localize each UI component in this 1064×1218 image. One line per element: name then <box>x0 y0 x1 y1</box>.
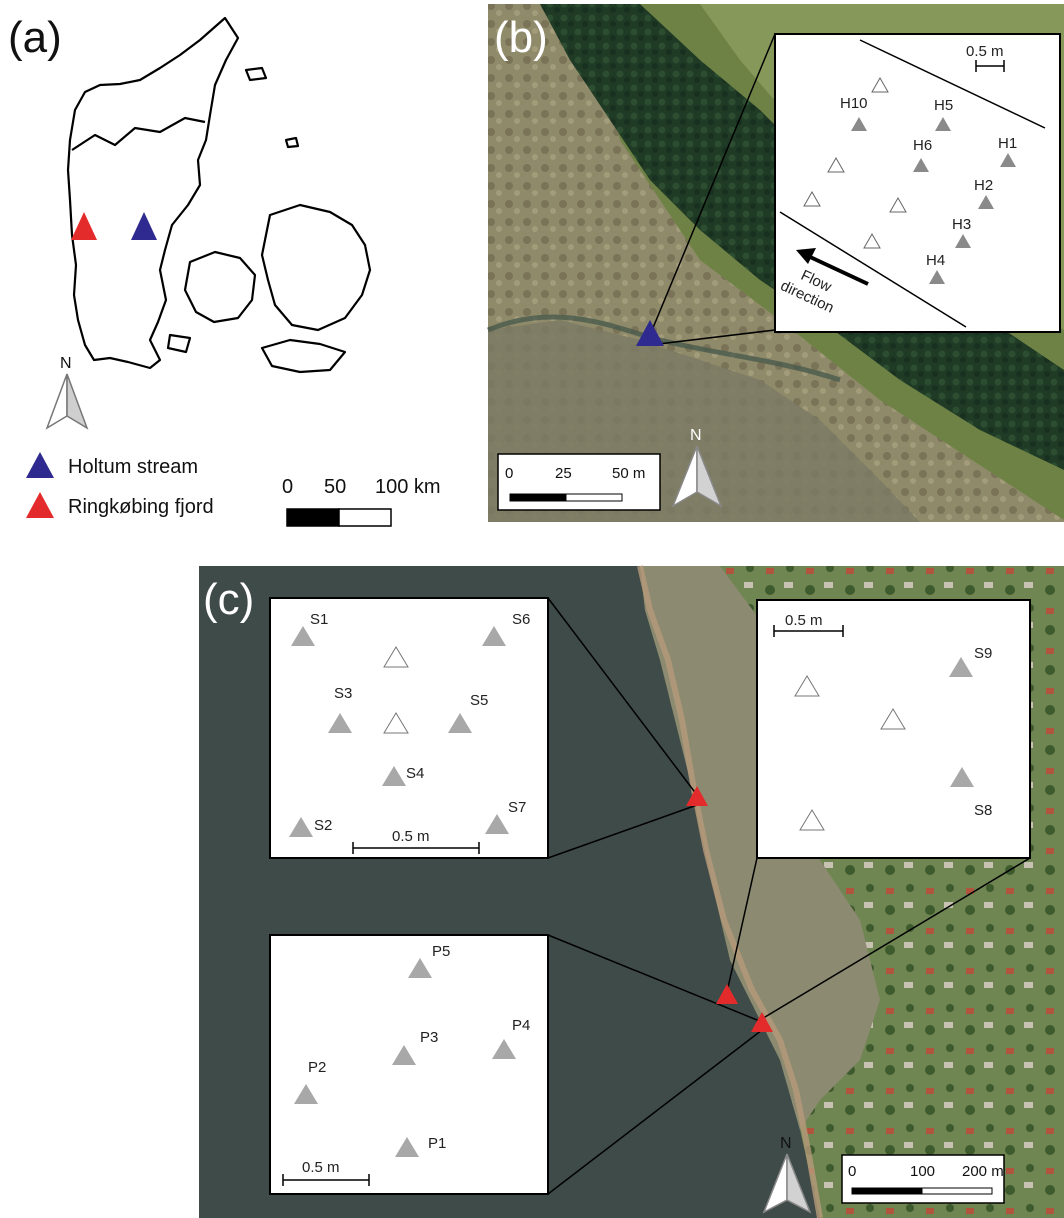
svg-text:S8: S8 <box>974 802 992 819</box>
legend-holtum-label: Holtum stream <box>68 456 198 478</box>
inset-s2: 0.5 m S9 S8 <box>756 599 1031 859</box>
holtum-site-marker <box>636 320 664 346</box>
svg-text:S4: S4 <box>406 765 424 782</box>
ringkobing-marker <box>71 212 97 240</box>
label-h6: H6 <box>913 137 932 154</box>
panel-b-letter: (b) <box>494 13 548 62</box>
svg-text:50 m: 50 m <box>612 465 645 482</box>
svg-text:S2: S2 <box>314 817 332 834</box>
svg-text:200 m: 200 m <box>962 1163 1004 1180</box>
svg-text:100: 100 <box>910 1163 935 1180</box>
svg-text:P1: P1 <box>428 1135 446 1152</box>
north-arrow-c: N <box>762 1135 812 1214</box>
label-h10: H10 <box>840 95 868 112</box>
label-h1: H1 <box>998 135 1017 152</box>
svg-text:0.5 m: 0.5 m <box>302 1159 340 1176</box>
inset-p: P5 P4 P3 P2 P1 0.5 m <box>269 934 549 1195</box>
label-h5: H5 <box>934 97 953 114</box>
site-marker-s2 <box>716 984 738 1004</box>
svg-text:S9: S9 <box>974 645 992 662</box>
svg-text:S5: S5 <box>470 692 488 709</box>
lolland-outline <box>260 338 347 374</box>
site-marker-p <box>751 1012 773 1032</box>
svg-text:N: N <box>60 355 72 372</box>
panel-c-letter: (c) <box>203 575 254 624</box>
scale-bar-a: 0 50 100 km <box>282 476 441 527</box>
north-arrow-a: N <box>45 355 89 430</box>
label-h2: H2 <box>974 177 993 194</box>
svg-text:0: 0 <box>505 465 513 482</box>
legend-a: Holtum stream Ringkøbing fjord <box>26 452 214 518</box>
svg-text:25: 25 <box>555 465 572 482</box>
site-marker-s <box>686 786 708 806</box>
label-h3: H3 <box>952 216 971 233</box>
svg-text:S3: S3 <box>334 685 352 702</box>
svg-text:P4: P4 <box>512 1017 530 1034</box>
scale-bar-c: 0 100 200 m <box>841 1154 1005 1204</box>
svg-text:50: 50 <box>324 476 346 498</box>
limfjord-line <box>71 116 206 151</box>
scale-bar-b: 0 25 50 m <box>497 453 661 511</box>
svg-text:S6: S6 <box>512 611 530 628</box>
panel-c: (c) S1 S6 S3 S5 S4 S2 S7 <box>199 565 1064 1218</box>
holtum-marker <box>131 212 157 240</box>
svg-text:P5: P5 <box>432 943 450 960</box>
panel-a: (a) N Holtum stream Ringkøbing fjord <box>8 13 441 527</box>
shoreline-c <box>637 565 823 1218</box>
svg-text:P3: P3 <box>420 1029 438 1046</box>
zealand-outline <box>260 203 372 332</box>
small-island-1 <box>244 66 268 82</box>
inset-b: 0.5 m H10 H5 H6 H1 H2 H3 H4 <box>774 33 1061 333</box>
svg-text:0.5 m: 0.5 m <box>392 828 430 845</box>
svg-text:0.5 m: 0.5 m <box>785 612 823 629</box>
label-h4: H4 <box>926 252 945 269</box>
small-island-2 <box>284 136 300 149</box>
svg-text:S7: S7 <box>508 799 526 816</box>
svg-text:0: 0 <box>282 476 293 498</box>
panel-b: (b) 0.5 m <box>487 4 1064 522</box>
legend-holtum-symbol <box>26 452 54 478</box>
svg-text:N: N <box>780 1135 792 1152</box>
svg-text:100 km: 100 km <box>375 476 441 498</box>
denmark-map <box>66 16 372 374</box>
panel-a-letter: (a) <box>8 13 62 62</box>
legend-ringkobing-label: Ringkøbing fjord <box>68 496 214 518</box>
svg-text:P2: P2 <box>308 1059 326 1076</box>
legend-ringkobing-symbol <box>26 492 54 518</box>
svg-text:N: N <box>690 427 702 444</box>
funen-outline <box>183 250 257 324</box>
inset-s: S1 S6 S3 S5 S4 S2 S7 0.5 m <box>269 597 549 859</box>
svg-text:0: 0 <box>848 1163 856 1180</box>
small-island-3 <box>166 333 192 354</box>
jutland-outline <box>66 16 240 370</box>
svg-text:0.5 m: 0.5 m <box>966 43 1004 60</box>
svg-text:S1: S1 <box>310 611 328 628</box>
north-arrow-b: N <box>671 427 723 508</box>
